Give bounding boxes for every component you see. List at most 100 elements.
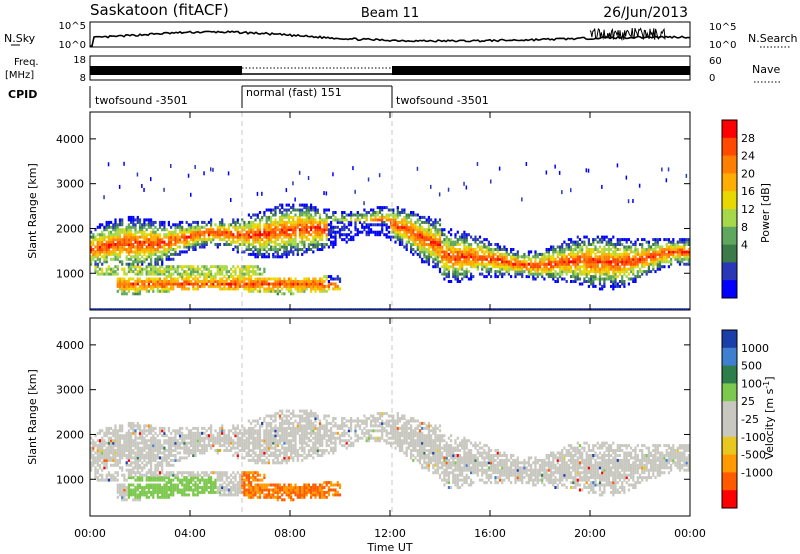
power-cell: [607, 308, 610, 311]
power-cell: [250, 280, 253, 283]
power-cell: [670, 260, 673, 264]
power-cell: [236, 248, 239, 251]
power-cell: [394, 228, 397, 232]
power-cell: [334, 277, 337, 281]
power-cell: [230, 223, 233, 227]
velocity-cell: [114, 478, 117, 482]
power-cell: [272, 284, 275, 288]
velocity-cell: [163, 493, 166, 497]
power-cell: [612, 277, 615, 281]
velocity-cell: [176, 446, 179, 450]
velocity-cell: [167, 476, 170, 480]
power-cell: [592, 280, 595, 283]
power-cell: [512, 265, 515, 269]
power-cell: [258, 238, 262, 242]
velocity-cell: [178, 471, 182, 475]
power-cell: [145, 238, 148, 242]
power-cell: [301, 248, 304, 251]
power-cell: [367, 225, 370, 229]
power-cell: [323, 220, 326, 224]
power-cell: [201, 280, 204, 283]
power-cell: [170, 280, 173, 283]
power-cell: [196, 267, 199, 271]
power-cell: [201, 308, 204, 311]
power-cell: [494, 252, 497, 256]
power-cell: [558, 265, 562, 269]
power-cell: [141, 267, 144, 271]
power-cell: [261, 218, 264, 222]
power-cell: [565, 248, 568, 251]
power-cell: [234, 220, 237, 224]
power-cell: [596, 248, 599, 251]
power-cell: [676, 308, 679, 311]
velocity-cell: [143, 431, 146, 435]
power-cell: [163, 240, 166, 244]
power-cell: [198, 284, 202, 288]
power-cell: [198, 272, 202, 276]
power-cell: [301, 223, 304, 227]
velocity-cell: [138, 441, 142, 445]
power-cell: [118, 252, 122, 256]
power-cell: [341, 238, 344, 242]
power-cell: [245, 238, 248, 242]
power-cell: [667, 245, 670, 249]
velocity-cell: [143, 458, 146, 462]
power-cell: [296, 280, 299, 283]
velocity-cell: [132, 439, 135, 443]
power-cell: [385, 213, 388, 217]
power-cell: [316, 282, 319, 286]
velocity-cell: [172, 483, 175, 487]
power-cell: [283, 233, 286, 237]
power-cell: [176, 308, 179, 311]
power-cell: [303, 225, 306, 229]
power-cell: [243, 287, 246, 291]
power-cell: [110, 220, 113, 224]
power-cell: [658, 250, 662, 254]
power-cell: [454, 308, 457, 311]
power-cell: [172, 257, 175, 261]
power-cell: [621, 255, 624, 259]
power-cell: [112, 243, 115, 246]
velocity-cell: [170, 471, 173, 475]
velocity-cell: [165, 449, 168, 452]
power-cell: [407, 308, 410, 311]
power-cell: [592, 308, 595, 311]
power-cell: [390, 220, 393, 224]
velocity-cell: [163, 488, 166, 492]
velocity-cell: [147, 439, 150, 443]
power-cell: [594, 245, 597, 249]
power-cell: [318, 284, 322, 288]
power-cell: [185, 240, 188, 244]
power-cell: [303, 287, 306, 291]
power-cell: [356, 218, 359, 222]
power-cell: [574, 280, 577, 283]
power-cell: [303, 211, 306, 214]
power-cell: [578, 257, 582, 261]
velocity-cell: [107, 446, 110, 450]
power-cell: [190, 235, 193, 239]
power-cell: [474, 248, 477, 251]
velocity-cell: [161, 490, 164, 494]
power-cell: [425, 255, 428, 259]
power-cell: [185, 228, 188, 232]
power-cell: [327, 287, 330, 291]
power-cell: [492, 250, 495, 254]
power-cell: [290, 233, 293, 237]
power-cell: [298, 211, 302, 214]
power-cell: [198, 280, 202, 283]
power-cell: [274, 208, 277, 212]
power-cell: [490, 308, 493, 311]
power-cell: [645, 262, 648, 266]
power-cell: [301, 280, 304, 283]
power-cell: [518, 265, 522, 269]
power-cell: [150, 255, 153, 259]
power-cell: [258, 289, 262, 293]
power-cell: [238, 223, 242, 227]
power-cell: [103, 228, 106, 232]
power-cell: [325, 277, 328, 281]
power-cell: [323, 287, 326, 291]
power-cell: [185, 287, 188, 291]
power-cell: [101, 230, 104, 234]
power-cell: [661, 248, 664, 251]
power-cell: [145, 308, 148, 311]
